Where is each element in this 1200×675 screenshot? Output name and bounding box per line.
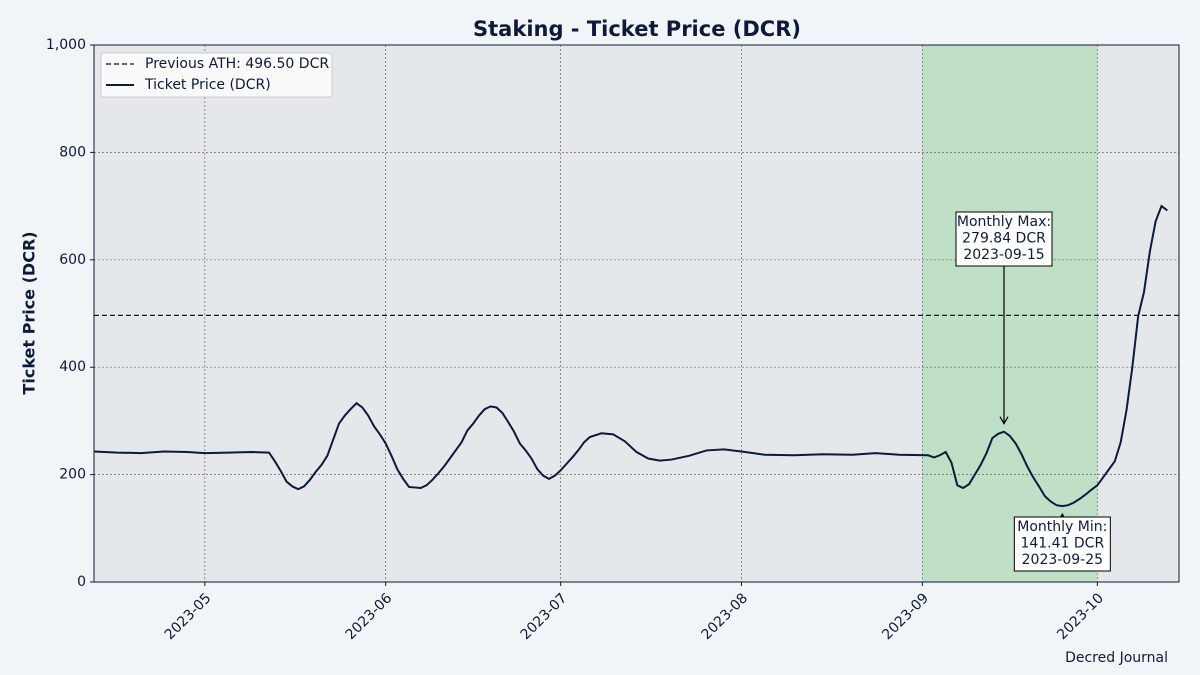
annotation-box [1013,516,1111,572]
legend-label: Previous ATH: 496.50 DCR [145,56,329,72]
legend: Previous ATH: 496.50 DCR Ticket Price (DC… [100,52,333,98]
x-tick-label: 2023-06 [343,590,396,643]
footer: Decred Journal [1065,650,1168,666]
y-tick-label: 800 [59,144,86,160]
x-tick-label: 2023-07 [518,590,571,643]
annotation-arrowhead [999,416,1009,425]
x-tick-label: 2023-05 [162,590,215,643]
x-tick-label: 2023-08 [698,590,751,643]
x-tick-label: 2023-09 [879,590,932,643]
plot-frame [93,44,1180,583]
y-tick-label: 1,000 [46,37,86,53]
annotation-box [955,211,1053,267]
annotation-text: 141.41 DCR [1020,536,1104,552]
price-line [93,204,1168,508]
annotation-text: Monthly Min: [1017,519,1107,535]
highlight-band [922,45,1098,582]
x-tick-label: 2023-10 [1054,590,1107,643]
annotation-text: 279.84 DCR [962,231,1046,247]
y-axis-label: Ticket Price (DCR) [20,231,39,394]
chart-title: Staking - Ticket Price (DCR) [473,17,801,41]
legend-label: Ticket Price (DCR) [144,77,271,93]
y-tick-label: 400 [59,359,86,375]
annotation-text: 2023-09-25 [1022,552,1103,568]
y-tick-label: 200 [59,467,86,483]
y-tick-label: 600 [59,252,86,268]
annotation-text: Monthly Max: [957,214,1051,230]
annotation-text: 2023-09-15 [963,247,1044,263]
legend-box [100,52,333,98]
y-tick-label: 0 [77,574,86,590]
